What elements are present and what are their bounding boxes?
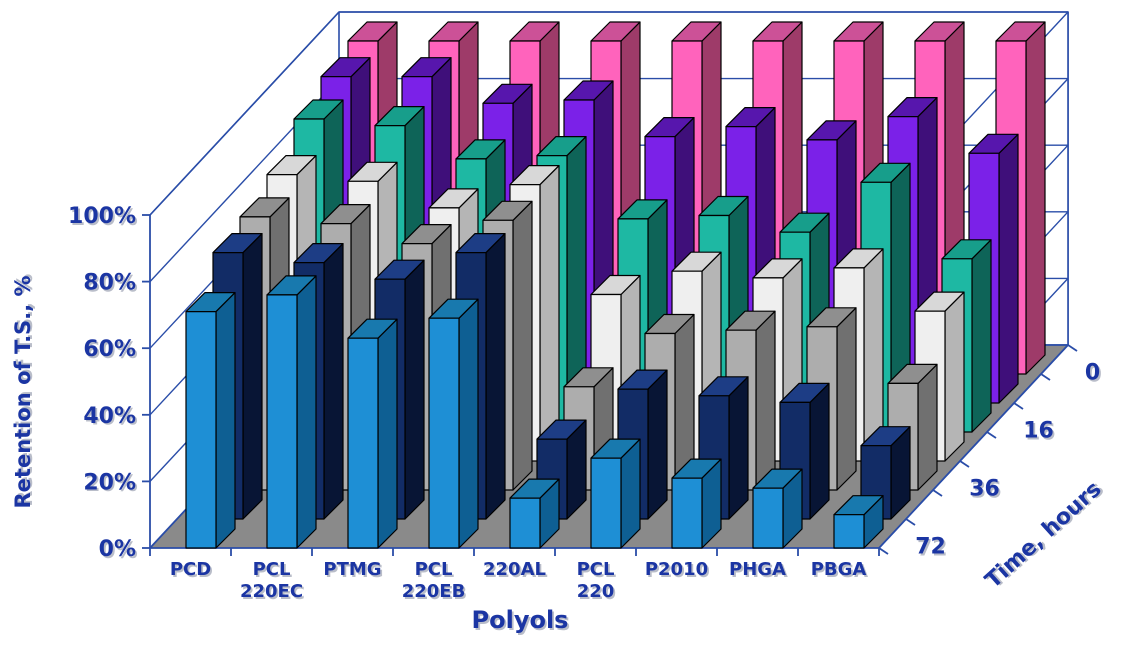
depth-axis-tick [1013, 402, 1024, 410]
y-tick-label-40pct: 40% [83, 404, 136, 429]
x-category-label-PHGA-shadow: PHGA [731, 561, 788, 582]
depth-axis-tick [878, 547, 889, 555]
x-axis-title: Polyols [472, 606, 569, 634]
z-tick-label-0: 0 [1085, 361, 1100, 386]
bar-PBGA-t0-side [1025, 21, 1046, 375]
x-category-label-PCL: PCL [253, 559, 291, 580]
bar-PCL220EC-t72 [266, 294, 298, 549]
y-axis-title: Retention of T.S., % [11, 276, 35, 509]
bar-PTMG-t72-side [377, 318, 398, 549]
bar-PBGA-t72 [833, 514, 865, 549]
bar-PTMG-trow5-side [404, 259, 425, 520]
x-category-label-PCL: PCL [415, 559, 453, 580]
bar-PHGA-t36-side [836, 307, 857, 491]
bar-PCL220-t72 [590, 457, 622, 549]
x-category-label-220: 220 [577, 581, 615, 602]
x-category-label-PCL-shadow: PCL [578, 561, 616, 582]
y-axis-title-shadow: Retention of T.S., % [13, 274, 37, 507]
x-category-label-P2010-shadow: P2010 [647, 561, 710, 582]
x-axis-title-shadow: Polyols [473, 608, 570, 636]
y-tick-label-40pct-shadow: 40% [85, 406, 138, 431]
z-tick-label-72: 72 [915, 535, 946, 560]
bar-PHGA-t72 [752, 487, 784, 549]
x-category-label-220AL: 220AL [483, 559, 546, 580]
x-category-label-220EB: 220EB [402, 581, 466, 602]
depth-axis-tick [959, 460, 970, 468]
bar-P2010-trow5-side [728, 376, 749, 520]
bar-PBGA-trow1-side [998, 133, 1019, 404]
y-tick-label-80pct: 80% [83, 271, 136, 296]
x-category-label-PCD-shadow: PCD [172, 561, 213, 582]
bar-PCL220EB-t72 [428, 317, 460, 549]
x-category-label-PBGA: PBGA [811, 559, 867, 580]
y-tick-label-80pct-shadow: 80% [85, 272, 138, 297]
bar-PCD-trow5-side [242, 233, 263, 520]
bar-PHGA-trow5-side [809, 382, 830, 520]
bar-PTMG-t72 [347, 337, 379, 549]
bar-PCL220EC-t72-side [296, 275, 317, 549]
left-wall-gridline [149, 11, 340, 216]
bar-PCL220EB-t36-side [512, 200, 533, 491]
x-category-label-PTMG-shadow: PTMG [325, 561, 383, 582]
x-category-label-PTMG: PTMG [323, 559, 381, 580]
x-category-label-220-shadow: 220 [579, 583, 617, 604]
y-tick-label-0pct: 0% [99, 537, 136, 562]
bar-PCL220-trow5-side [647, 369, 668, 520]
bar-PCL220EB-t72-side [458, 298, 479, 549]
z-tick-label-16-shadow: 16 [1025, 420, 1056, 445]
depth-axis-tick [932, 489, 943, 497]
x-category-label-PCL: PCL [577, 559, 615, 580]
z-tick-label-0-shadow: 0 [1087, 362, 1102, 387]
z-tick-label-36-shadow: 36 [971, 478, 1002, 503]
depth-axis-tick [905, 518, 916, 526]
bar-P2010-t36-side [755, 310, 776, 491]
z-tick-label-16: 16 [1023, 419, 1054, 444]
x-category-label-PHGA: PHGA [729, 559, 786, 580]
bar-220AL-t72 [509, 497, 541, 549]
bar-PBGA-trow3-side [944, 291, 965, 462]
y-tick-label-0pct-shadow: 0% [100, 539, 137, 564]
x-category-label-220EC: 220EC [240, 581, 303, 602]
y-tick-label-60pct: 60% [83, 337, 136, 362]
x-category-label-P2010: P2010 [645, 559, 708, 580]
z-tick-label-72-shadow: 72 [917, 536, 948, 561]
y-tick-label-100pct: 100% [68, 204, 136, 229]
bar-PCL220EB-trow5-side [485, 233, 506, 520]
x-category-label-PCL-shadow: PCL [416, 561, 454, 582]
y-tick-label-20pct-shadow: 20% [85, 472, 138, 497]
x-category-label-220EB-shadow: 220EB [404, 583, 468, 604]
y-tick-label-20pct: 20% [83, 470, 136, 495]
bar-PCL220EC-trow5-side [323, 243, 344, 520]
x-category-label-PCL-shadow: PCL [254, 561, 292, 582]
x-category-label-PBGA-shadow: PBGA [812, 561, 868, 582]
x-category-label-PCD: PCD [170, 559, 211, 580]
y-tick-label-60pct-shadow: 60% [85, 339, 138, 364]
y-tick-label-100pct-shadow: 100% [70, 206, 138, 231]
x-category-label-220EC-shadow: 220EC [242, 583, 305, 604]
depth-axis-tick [986, 431, 997, 439]
bar-PBGA-t36-side [917, 363, 938, 491]
x-category-label-220AL-shadow: 220AL [485, 561, 548, 582]
bar-P2010-t72 [671, 477, 703, 549]
bar-PBGA-t16-side [971, 239, 992, 433]
depth-axis-tick [1040, 373, 1051, 381]
bar-PCD-t72-side [215, 292, 236, 549]
bar-PCL220EB-trow3-side [539, 165, 560, 462]
z-tick-label-36: 36 [969, 477, 1000, 502]
depth-axis-tick [1067, 344, 1078, 352]
bar-PCD-t72 [185, 311, 217, 549]
